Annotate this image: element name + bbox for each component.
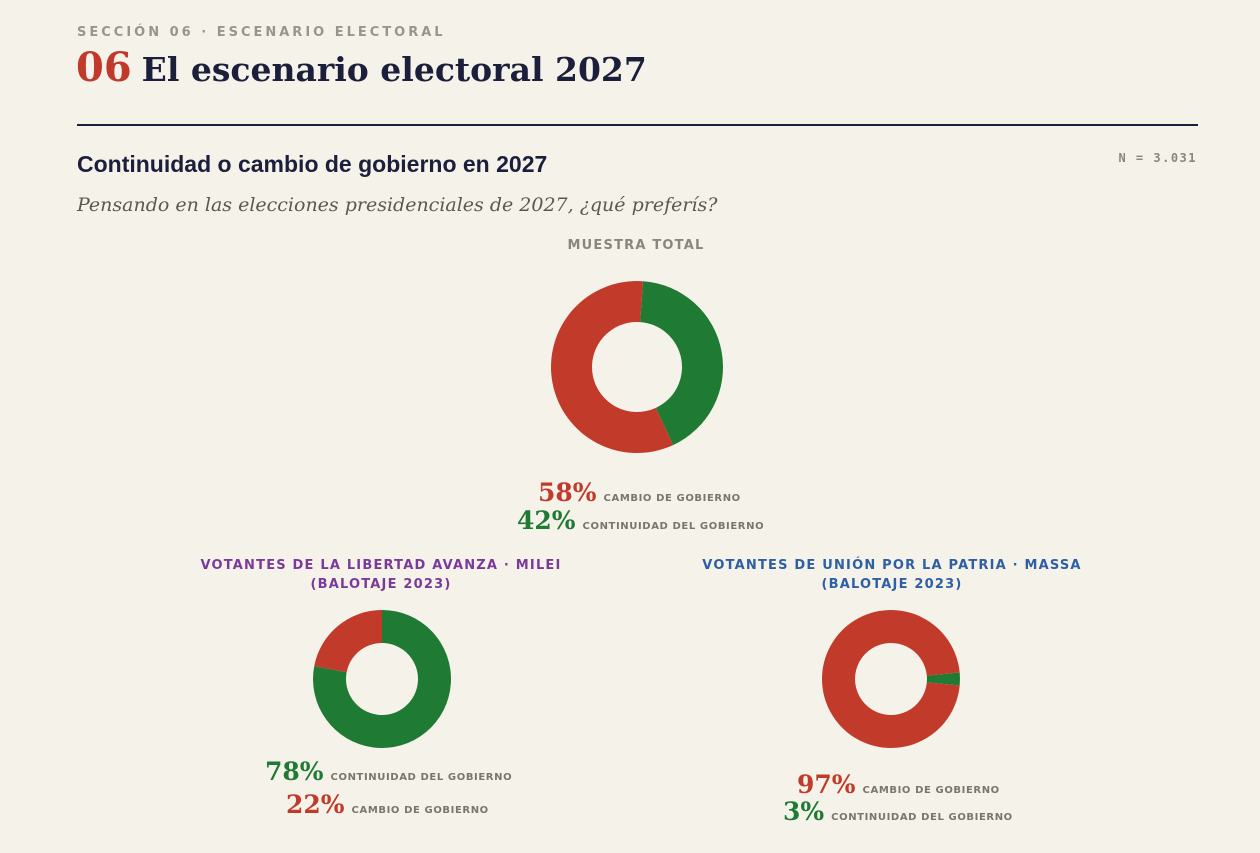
survey-question: Pensando en las elecciones presidenciale… bbox=[77, 194, 718, 216]
legend-row-cambio: 58% CAMBIO DE GOBIERNO bbox=[538, 478, 741, 507]
legend-value-continuidad: 3% bbox=[783, 797, 825, 826]
legend-label-continuidad: CONTINUIDAD DEL GOBIERNO bbox=[831, 812, 1013, 823]
donut-slice-continuidad bbox=[312, 610, 451, 749]
donut-slice-cambio bbox=[314, 610, 382, 673]
donut-slice-continuidad bbox=[926, 672, 960, 686]
legend-label-continuidad: CONTINUIDAD DEL GOBIERNO bbox=[582, 521, 765, 532]
legend-label-cambio: CAMBIO DE GOBIERNO bbox=[603, 493, 741, 504]
chart-title: Continuidad o cambio de gobierno en 2027 bbox=[77, 151, 548, 177]
panel-title-union-text: VOTANTES DE UNIÓN POR LA PATRIA · MASSA bbox=[702, 558, 1082, 573]
legend-value-cambio: 97% bbox=[797, 770, 856, 799]
legend-row-continuidad: 3% CONTINUIDAD DEL GOBIERNO bbox=[783, 797, 1013, 826]
legend-row-cambio: 97% CAMBIO DE GOBIERNO bbox=[797, 770, 1000, 799]
donut-slice-cambio bbox=[551, 281, 674, 453]
legend-row-cambio: 22% CAMBIO DE GOBIERNO bbox=[286, 790, 489, 819]
panel-title-union: VOTANTES DE UNIÓN POR LA PATRIA · MASSA … bbox=[692, 556, 1092, 594]
section-number: 06 bbox=[76, 44, 132, 91]
panel-subtitle-libertad: (BALOTAJE 2023) bbox=[310, 577, 452, 592]
panel-subtitle-union: (BALOTAJE 2023) bbox=[821, 577, 963, 592]
donut-slice-cambio bbox=[822, 610, 960, 749]
panel-title-total-text: MUESTRA TOTAL bbox=[567, 238, 705, 253]
legend-value-continuidad: 42% bbox=[517, 506, 576, 535]
legend-label-cambio: CAMBIO DE GOBIERNO bbox=[862, 785, 1000, 796]
legend-value-continuidad: 78% bbox=[265, 757, 324, 786]
legend-value-cambio: 58% bbox=[538, 478, 597, 507]
panel-title-libertad: VOTANTES DE LA LIBERTAD AVANZA · MILEI (… bbox=[181, 556, 581, 594]
legend-row-continuidad: 78% CONTINUIDAD DEL GOBIERNO bbox=[265, 757, 512, 786]
panel-title-libertad-text: VOTANTES DE LA LIBERTAD AVANZA · MILEI bbox=[200, 558, 562, 573]
legend-value-cambio: 22% bbox=[286, 790, 345, 819]
legend-label-cambio: CAMBIO DE GOBIERNO bbox=[351, 805, 489, 816]
legend-row-continuidad: 42% CONTINUIDAD DEL GOBIERNO bbox=[517, 506, 764, 535]
legend-label-continuidad: CONTINUIDAD DEL GOBIERNO bbox=[330, 772, 513, 783]
header-divider bbox=[77, 124, 1198, 126]
section-title: El escenario electoral 2027 bbox=[141, 50, 647, 89]
panel-title-total: MUESTRA TOTAL bbox=[436, 236, 836, 255]
donut-slice-continuidad bbox=[640, 281, 723, 446]
section-eyebrow: SECCIÓN 06 · ESCENARIO ELECTORAL bbox=[77, 25, 446, 40]
sample-size: N = 3.031 bbox=[1118, 151, 1197, 165]
section-heading: 06 El escenario electoral 2027 bbox=[76, 44, 647, 91]
